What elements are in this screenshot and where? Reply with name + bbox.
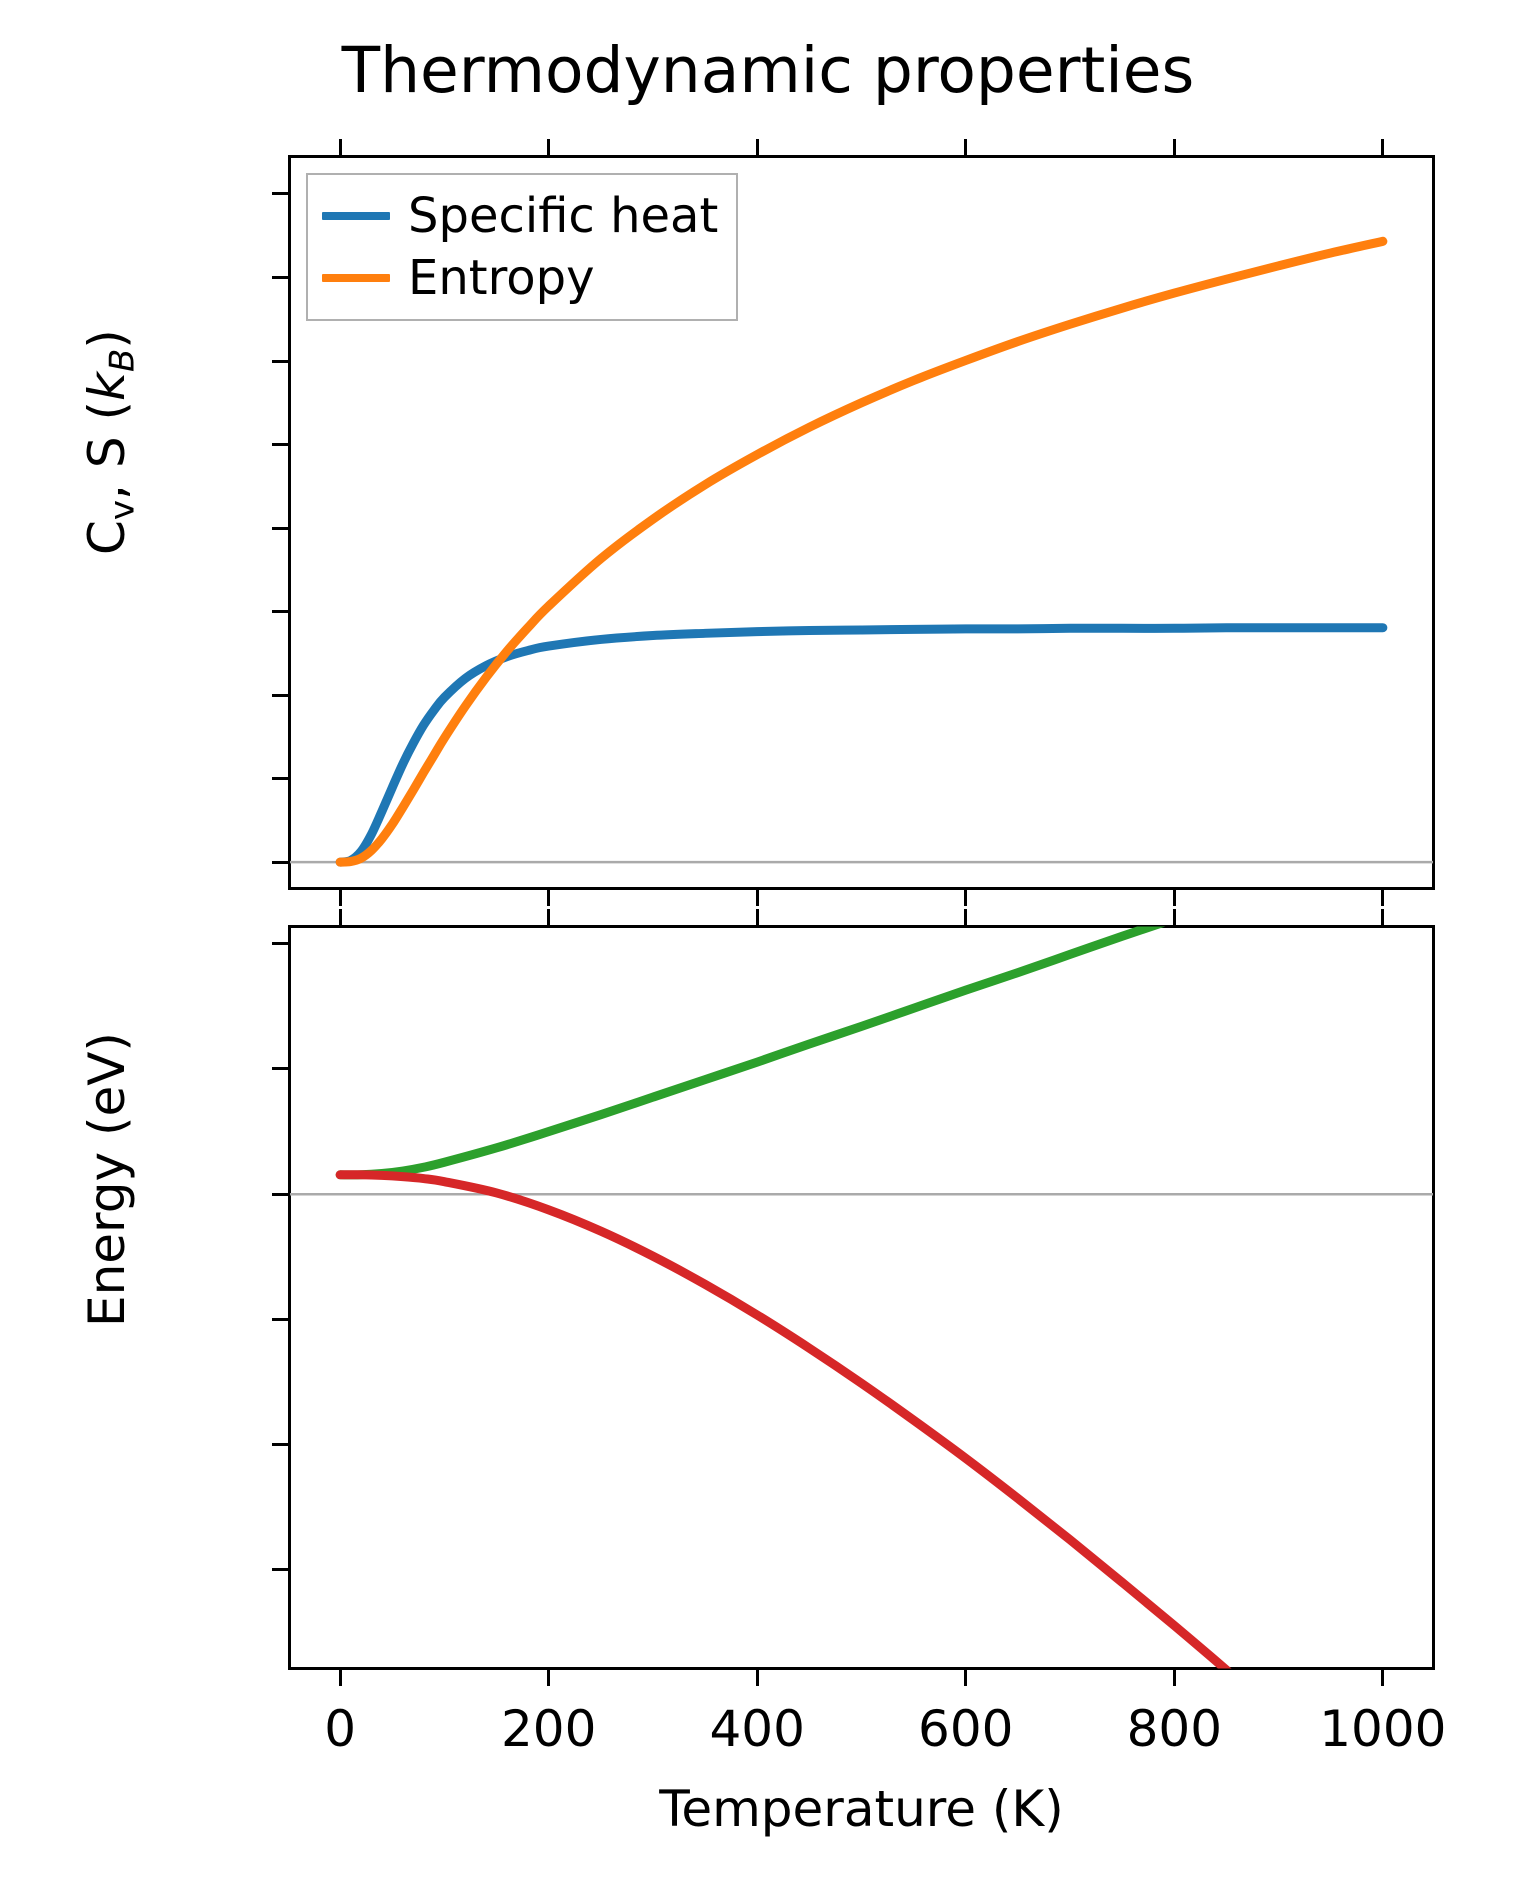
- energy-plot-frame: [288, 925, 1435, 1670]
- x-tick-mark-upper: [1381, 139, 1385, 155]
- x-tick-mark: [338, 890, 342, 906]
- x-tick-label: 0: [324, 1700, 357, 1758]
- y-tick-mark: [272, 276, 288, 279]
- x-tick-mark: [547, 1670, 551, 1686]
- x-tick-mark: [1172, 1670, 1176, 1686]
- x-tick-mark: [1172, 890, 1176, 906]
- x-tick-mark-upper: [338, 139, 342, 155]
- x-tick-label: 800: [1126, 1700, 1223, 1758]
- series-line: [335, 1170, 1232, 1669]
- x-tick-mark: [755, 1670, 759, 1686]
- y-tick-mark: [272, 693, 288, 697]
- y-tick-mark: [272, 443, 288, 447]
- x-tick-mark: [755, 890, 759, 906]
- series-line: [335, 236, 1388, 867]
- y-tick-mark: [272, 526, 288, 530]
- x-tick-label: 400: [709, 1700, 805, 1758]
- x-axis-label: Temperature (K): [659, 1780, 1064, 1838]
- x-tick-mark-upper: [547, 139, 551, 155]
- figure-title: Thermodynamic properties: [341, 34, 1195, 107]
- x-tick-mark-upper: [1172, 139, 1176, 155]
- x-tick-mark: [338, 1670, 342, 1686]
- energy-y-axis-label: Energy (eV): [78, 1031, 136, 1327]
- series-line: [335, 623, 1388, 867]
- legend-item[interactable]: Specific heat: [322, 185, 718, 247]
- x-tick-label: 600: [918, 1700, 1014, 1758]
- x-tick-mark-upper: [338, 909, 342, 925]
- entropy-line-swatch: [322, 274, 390, 282]
- legend-label: Entropy: [408, 250, 595, 306]
- y-tick-mark: [272, 777, 288, 781]
- y-tick-mark: [272, 860, 288, 864]
- x-tick-mark-upper: [547, 909, 551, 925]
- x-tick-mark-upper: [1381, 909, 1385, 925]
- specific-heat-line-swatch: [322, 212, 390, 220]
- y-tick-mark: [272, 1443, 288, 1447]
- y-tick-mark: [272, 1192, 288, 1196]
- x-tick-mark: [964, 1670, 968, 1686]
- y-tick-mark: [272, 942, 288, 946]
- y-tick-mark: [272, 359, 288, 363]
- x-tick-label: 1000: [1319, 1700, 1447, 1758]
- x-tick-mark: [964, 890, 968, 906]
- legend-label: Specific heat: [408, 188, 719, 244]
- x-tick-mark-upper: [755, 909, 759, 925]
- y-tick-mark: [272, 192, 288, 196]
- x-tick-mark: [1381, 1670, 1385, 1686]
- y-tick-mark: [272, 1317, 288, 1321]
- y-tick-mark: [272, 1067, 288, 1071]
- x-tick-mark-upper: [964, 909, 968, 925]
- y-tick-mark: [272, 610, 288, 614]
- series-line: [335, 926, 1166, 1180]
- y-tick-mark: [272, 1568, 288, 1572]
- legend-item[interactable]: Entropy: [322, 247, 718, 309]
- x-tick-mark: [1381, 890, 1385, 906]
- x-tick-mark-upper: [964, 139, 968, 155]
- x-tick-mark: [547, 890, 551, 906]
- x-tick-label: 200: [500, 1700, 597, 1758]
- thermal-legend[interactable]: Specific heat Entropy: [306, 173, 739, 321]
- x-tick-mark-upper: [755, 139, 759, 155]
- x-tick-mark-upper: [1172, 909, 1176, 925]
